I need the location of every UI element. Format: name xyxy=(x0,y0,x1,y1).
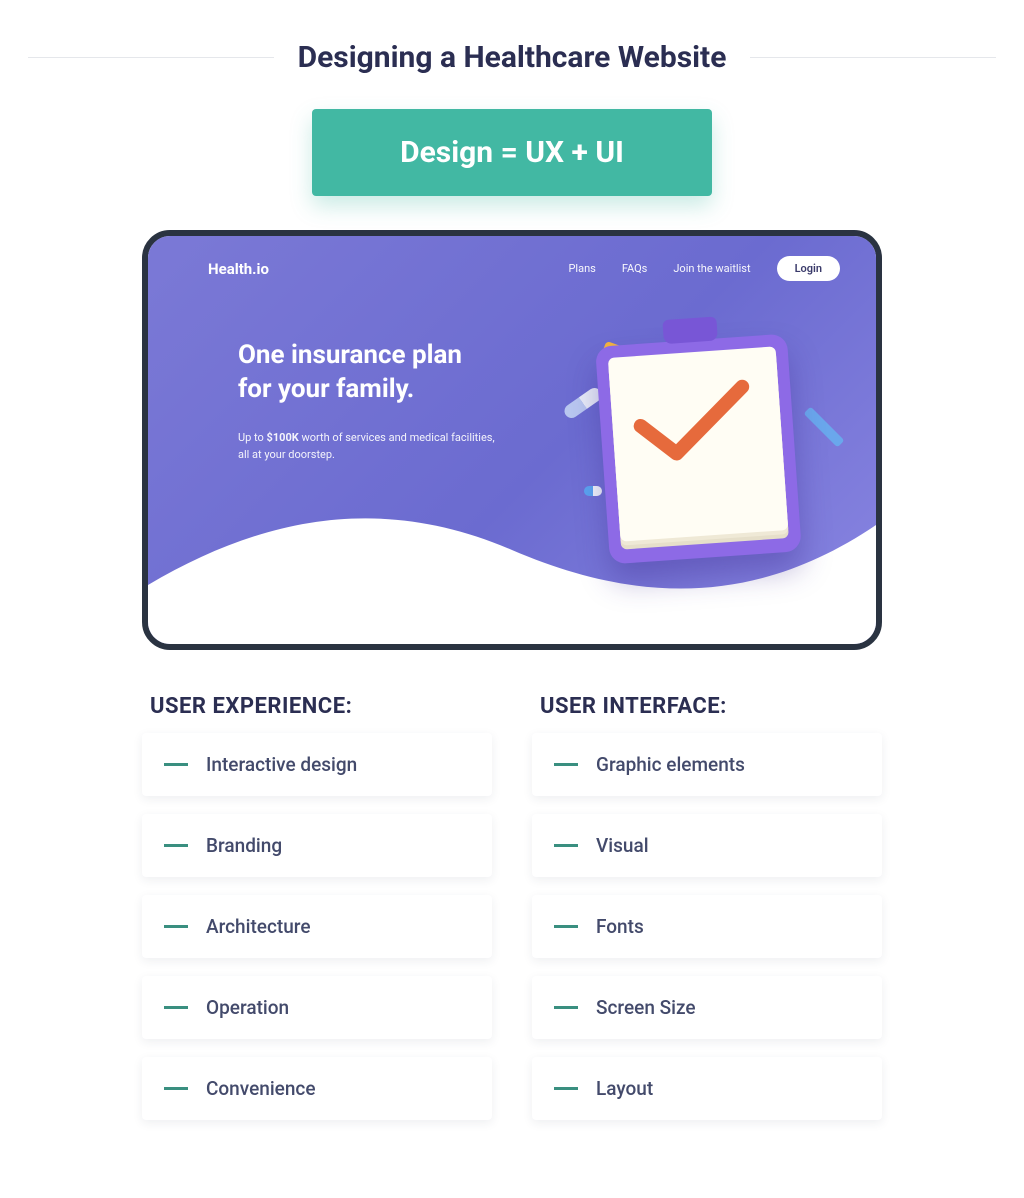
ux-column: User Experience: Interactive design Brand… xyxy=(142,694,492,1138)
ui-item-label: Screen Size xyxy=(596,996,696,1019)
hero-copy: One insurance plan for your family. Up t… xyxy=(148,281,508,464)
login-button[interactable]: Login xyxy=(777,256,840,281)
equation-text: Design = UX + UI xyxy=(400,135,624,170)
device-mockup: Health.io Plans FAQs Join the waitlist L… xyxy=(142,230,882,650)
dash-icon xyxy=(164,1006,188,1009)
ui-item: Fonts xyxy=(532,895,882,958)
ux-item-label: Convenience xyxy=(206,1077,316,1100)
dash-icon xyxy=(554,1006,578,1009)
ui-item-label: Layout xyxy=(596,1077,653,1100)
ux-item: Convenience xyxy=(142,1057,492,1120)
sub-bold: $100K xyxy=(267,431,299,444)
ui-item-label: Fonts xyxy=(596,915,644,938)
ui-title: User Interface: xyxy=(540,694,882,719)
page-title: Designing a Healthcare Website xyxy=(298,40,727,75)
ui-item-label: Graphic elements xyxy=(596,753,745,776)
headline-line-1: One insurance plan xyxy=(238,340,462,370)
ui-item: Visual xyxy=(532,814,882,877)
checkmark-icon xyxy=(630,378,755,466)
ux-item-label: Interactive design xyxy=(206,753,357,776)
dash-icon xyxy=(164,925,188,928)
dash-icon xyxy=(164,763,188,766)
dash-icon xyxy=(554,1087,578,1090)
title-row: Designing a Healthcare Website xyxy=(0,0,1024,75)
sub-before: Up to xyxy=(238,431,267,444)
ux-list: Interactive design Branding Architecture Op… xyxy=(142,733,492,1120)
mockup-nav: Health.io Plans FAQs Join the waitlist L… xyxy=(148,236,876,281)
rule-right xyxy=(750,57,996,58)
ui-list: Graphic elements Visual Fonts Screen Size La… xyxy=(532,733,882,1120)
brand: Health.io xyxy=(208,260,542,278)
rule-left xyxy=(28,57,274,58)
clipboard-clip xyxy=(662,316,718,344)
capsule-icon xyxy=(584,486,602,496)
ux-item-label: Branding xyxy=(206,834,282,857)
dash-icon xyxy=(164,1087,188,1090)
ui-item: Graphic elements xyxy=(532,733,882,796)
ux-item-label: Operation xyxy=(206,996,289,1019)
dash-icon xyxy=(164,844,188,847)
ui-item: Screen Size xyxy=(532,976,882,1039)
nav-faqs[interactable]: FAQs xyxy=(622,262,648,275)
equation-box: Design = UX + UI xyxy=(312,109,712,196)
nav-plans[interactable]: Plans xyxy=(568,262,595,275)
nav-waitlist[interactable]: Join the waitlist xyxy=(673,262,750,275)
ui-item-label: Visual xyxy=(596,834,649,857)
ui-column: User Interface: Graphic elements Visual Fo… xyxy=(532,694,882,1138)
clipboard-illustration xyxy=(590,321,806,564)
ux-item: Operation xyxy=(142,976,492,1039)
dash-icon xyxy=(554,763,578,766)
ux-item: Branding xyxy=(142,814,492,877)
columns: User Experience: Interactive design Brand… xyxy=(142,694,882,1138)
ui-item: Layout xyxy=(532,1057,882,1120)
dash-icon xyxy=(554,925,578,928)
hero-sub: Up to $100K worth of services and medica… xyxy=(238,429,508,464)
ux-item-label: Architecture xyxy=(206,915,311,938)
hero-headline: One insurance plan for your family. xyxy=(238,339,508,407)
ux-title: User Experience: xyxy=(150,694,492,719)
headline-line-2: for your family. xyxy=(238,374,414,404)
ux-item: Architecture xyxy=(142,895,492,958)
dash-icon xyxy=(554,844,578,847)
ux-item: Interactive design xyxy=(142,733,492,796)
